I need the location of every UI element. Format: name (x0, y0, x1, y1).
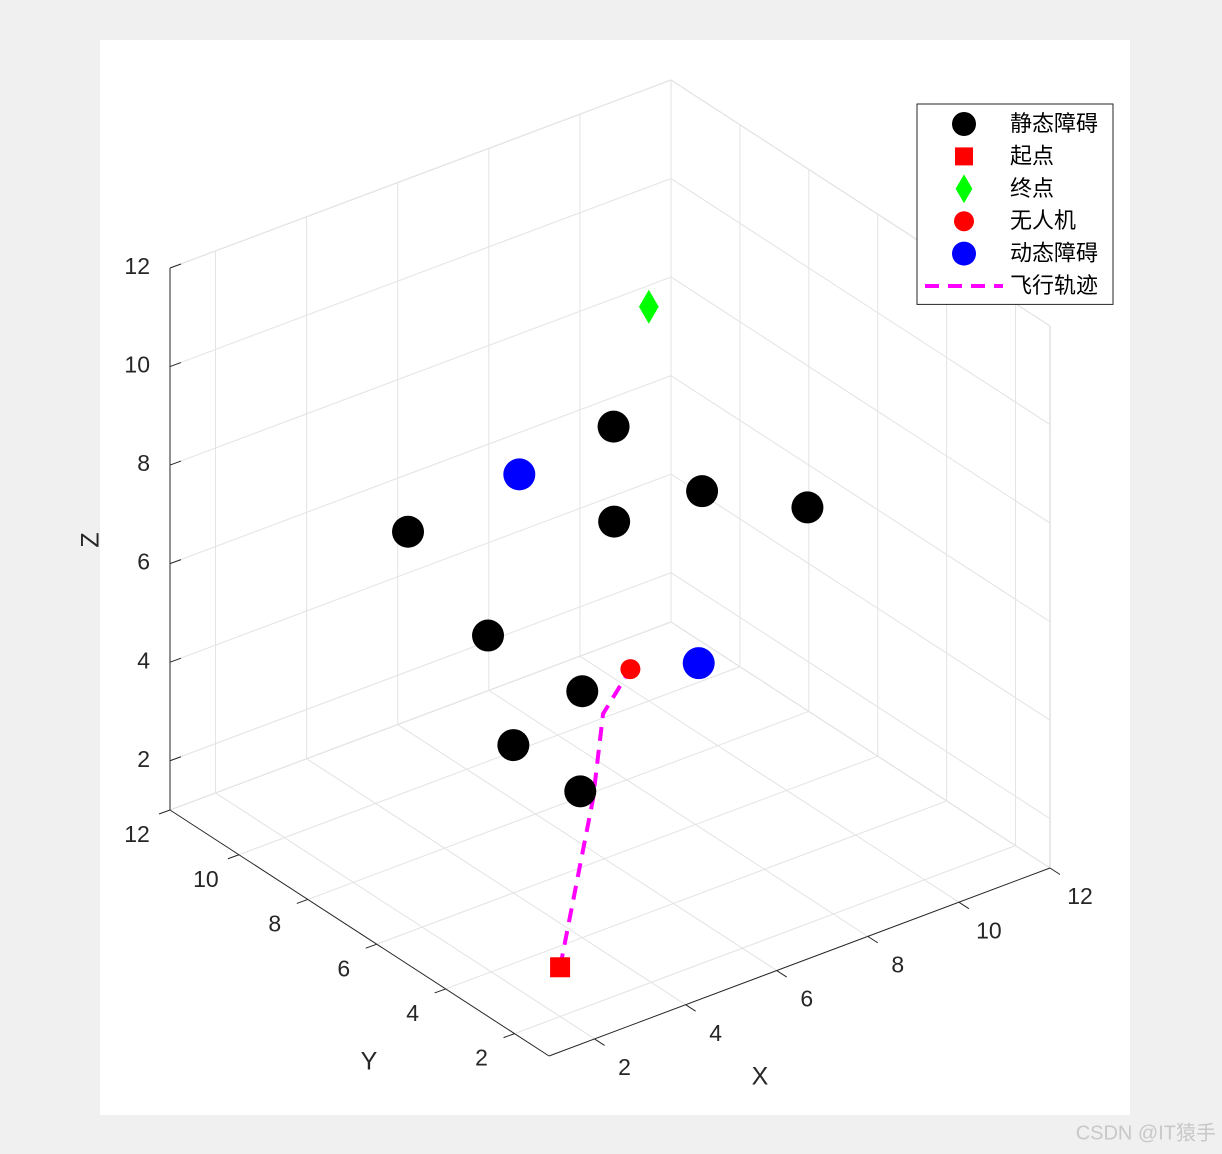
y-tick-label: 2 (475, 1045, 488, 1071)
legend-marker (952, 241, 976, 266)
grid-line (488, 689, 869, 937)
legend-label: 终点 (1010, 177, 1054, 202)
marker (620, 659, 641, 680)
legend-marker (952, 112, 976, 136)
y-axis-label: Y (361, 1048, 378, 1076)
grid-line (445, 800, 947, 990)
marker (597, 410, 630, 443)
z-tick-label: 6 (137, 549, 150, 575)
z-tick-label: 12 (124, 253, 150, 279)
watermark: CSDN @IT猿手 (1076, 1121, 1216, 1144)
grid-line (169, 178, 672, 368)
legend-marker (954, 211, 974, 232)
y-tick-label: 10 (193, 866, 219, 892)
x-tick-label: 2 (618, 1054, 631, 1080)
grid-line (169, 276, 672, 466)
grid-line (169, 621, 672, 811)
x-tick (867, 935, 879, 944)
z-tick-label: 4 (137, 647, 150, 673)
legend-marker (955, 174, 973, 204)
x-axis-label: X (752, 1063, 769, 1091)
y-tick (503, 1033, 515, 1039)
marker (550, 957, 571, 978)
x-tick-label: 8 (891, 951, 904, 977)
y-tick (158, 809, 171, 815)
marker (564, 775, 597, 808)
grid-line (670, 375, 1051, 623)
x-tick-label: 12 (1067, 883, 1093, 909)
trajectory (558, 668, 633, 968)
grid-line (306, 758, 686, 1006)
z-tick (169, 657, 182, 663)
z-tick (169, 362, 182, 368)
y-tick (227, 854, 240, 860)
x-tick (776, 970, 787, 978)
marker (638, 289, 659, 324)
legend-marker (955, 147, 973, 166)
z-axis-label: Z (77, 532, 105, 547)
y-tick-label: 8 (268, 911, 281, 937)
marker (472, 619, 505, 652)
x-axis (548, 867, 1051, 1057)
x-tick-label: 6 (800, 986, 813, 1012)
z-tick (169, 756, 182, 762)
x-tick (594, 1038, 605, 1046)
marker (686, 475, 719, 508)
grid-line (514, 845, 1016, 1035)
x-tick-label: 10 (976, 917, 1002, 943)
grid-line (579, 655, 960, 903)
y-tick-label: 4 (406, 1000, 419, 1026)
x-tick (685, 1004, 696, 1012)
marker (791, 491, 824, 524)
x-tick (1049, 867, 1061, 875)
legend-label: 无人机 (1010, 209, 1076, 234)
grid-line (215, 792, 595, 1040)
z-tick-label: 8 (137, 450, 150, 476)
grid-line (169, 572, 672, 762)
grid-line (670, 473, 1051, 721)
z-tick (169, 559, 182, 565)
y-tick (296, 898, 308, 904)
z-tick-label: 10 (124, 352, 150, 378)
grid-line (670, 572, 1051, 820)
grid-line (238, 666, 741, 856)
legend-label: 飞行轨迹 (1010, 274, 1098, 299)
z-tick (169, 263, 182, 269)
grid-line (670, 276, 1051, 524)
grid-line (670, 621, 1051, 869)
grid-line (169, 375, 672, 565)
y-axis (169, 809, 550, 1057)
legend-box (916, 103, 1114, 305)
grid-line (169, 79, 672, 269)
legend-label: 动态障碍 (1010, 242, 1098, 267)
y-tick-label: 6 (337, 955, 350, 981)
marker (682, 647, 715, 680)
grid-line (169, 473, 672, 663)
y-tick (434, 988, 446, 994)
marker (392, 515, 425, 548)
grid-line (670, 178, 1051, 425)
y-tick (365, 943, 377, 949)
z-tick-label: 2 (137, 746, 150, 772)
marker (497, 729, 530, 762)
legend-label: 静态障碍 (1010, 112, 1098, 137)
grid-line (307, 710, 809, 900)
grid-line (376, 755, 878, 945)
grid-line (397, 724, 777, 971)
x-tick (958, 901, 970, 910)
x-tick-label: 4 (709, 1020, 722, 1046)
marker (566, 675, 599, 708)
marker (598, 505, 631, 538)
y-tick-label: 12 (124, 821, 150, 847)
z-tick (169, 460, 182, 466)
legend-label: 起点 (1010, 144, 1054, 169)
marker (503, 458, 536, 491)
